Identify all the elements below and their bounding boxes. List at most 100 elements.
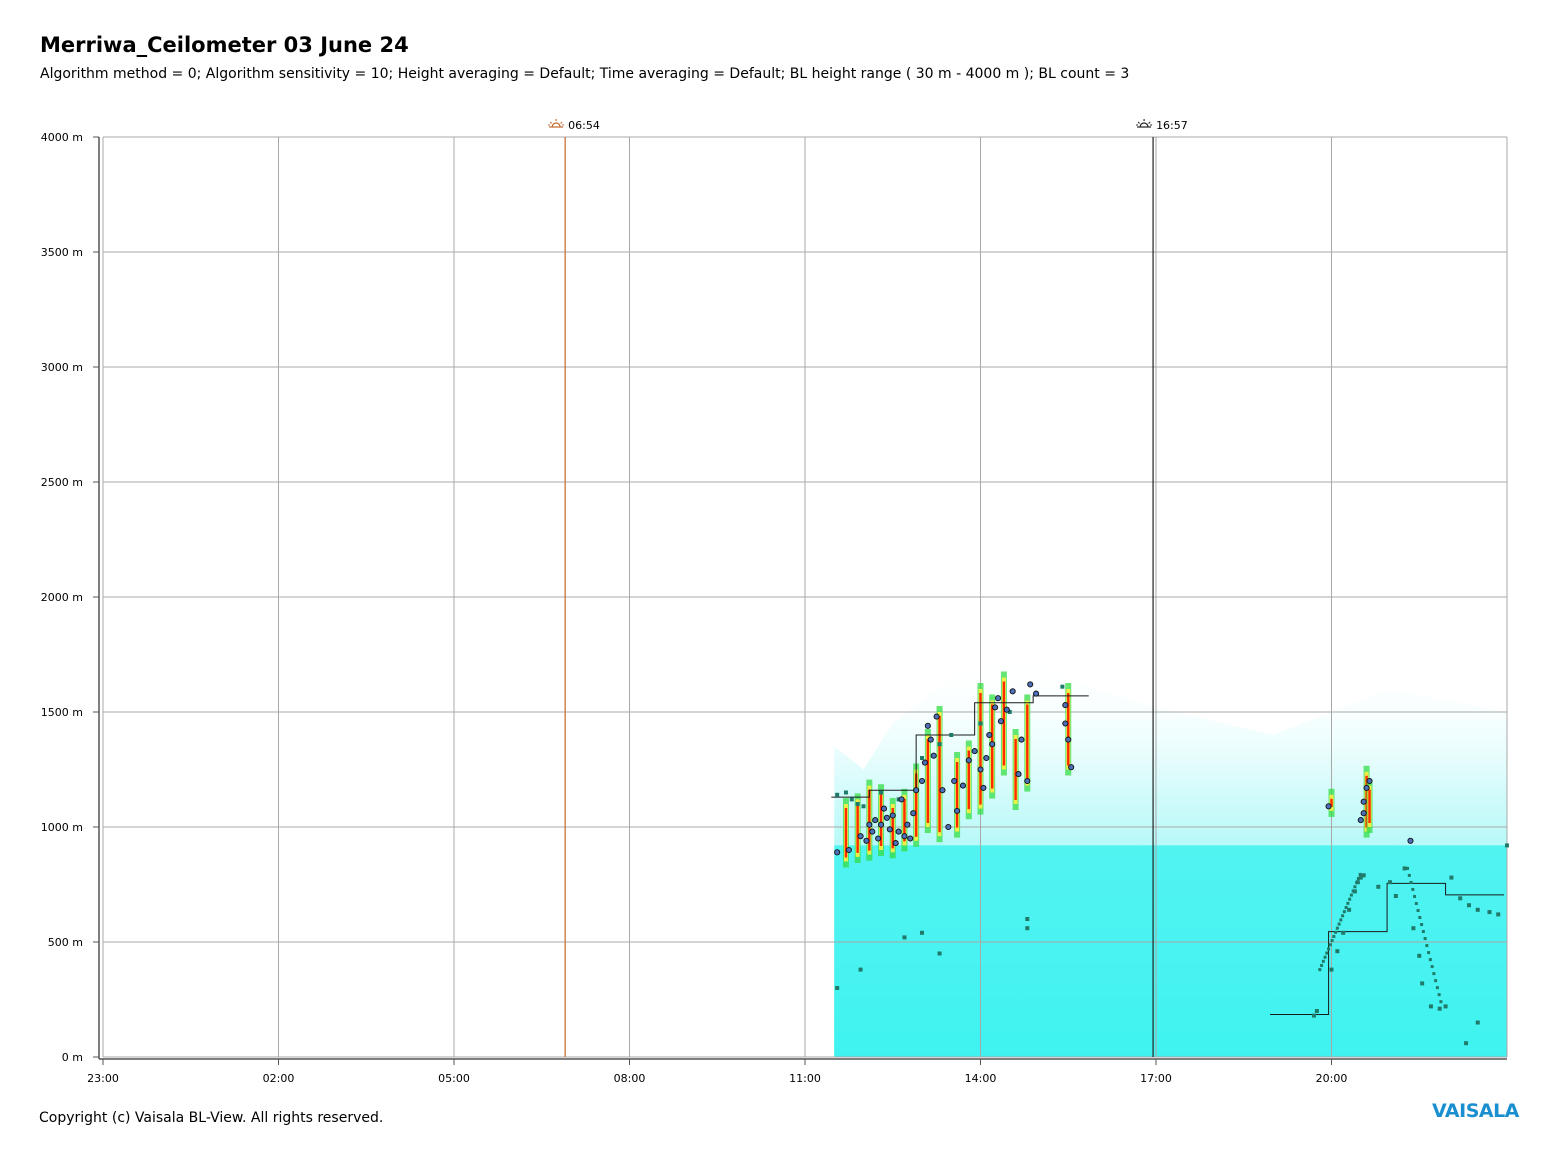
bl-point <box>1416 908 1420 912</box>
bl-point <box>1432 972 1436 976</box>
bl-point <box>1418 916 1422 920</box>
bl-point <box>1376 884 1381 889</box>
bl-point <box>835 986 840 990</box>
cloud-point <box>880 805 888 812</box>
bl-point <box>1025 917 1030 921</box>
backscatter-dense-region <box>834 845 1507 1057</box>
cloud-point <box>1363 784 1370 791</box>
bl-point <box>1321 959 1325 963</box>
bl-point <box>1437 993 1441 997</box>
sunset-label: 16:57 <box>1156 119 1188 132</box>
bl-step-line-day <box>831 695 1089 798</box>
cloud-point <box>1024 777 1031 785</box>
cloud-point <box>1033 690 1040 697</box>
bl-point <box>1320 963 1324 967</box>
bl-point <box>1458 896 1463 901</box>
cloud-point <box>1360 798 1367 805</box>
bl-point <box>1423 937 1427 941</box>
gradient-streak-high <box>1330 798 1333 807</box>
y-tick-label: 500 m <box>48 936 83 949</box>
bl-point <box>1352 889 1357 894</box>
bl-point <box>1411 887 1415 891</box>
bl-point <box>1414 901 1418 905</box>
x-tick-label: 11:00 <box>789 1072 821 1085</box>
data-layer <box>831 671 1509 1046</box>
bl-point <box>1337 922 1341 926</box>
sunset-icon <box>1136 119 1153 128</box>
cloud-point <box>1068 764 1075 771</box>
bl-step-line-evening <box>1270 882 1505 1015</box>
cloud-point <box>872 817 879 824</box>
cloud-point <box>933 713 940 720</box>
x-tick-label: 05:00 <box>438 1072 470 1085</box>
bl-point <box>949 733 954 737</box>
sun-layer: 06:54 16:57 <box>548 119 1188 1057</box>
x-tick-label: 20:00 <box>1316 1072 1348 1085</box>
cloud-point <box>983 754 990 762</box>
gradient-streak-high <box>844 808 848 858</box>
bl-point <box>879 790 884 795</box>
bl-point <box>1417 953 1422 958</box>
x-tick-label: 08:00 <box>614 1072 646 1085</box>
bl-point <box>937 951 942 956</box>
cloud-point <box>1065 736 1072 743</box>
cloud-point <box>1357 817 1364 824</box>
cloud-point <box>866 821 873 828</box>
copyright-text: Copyright (c) Vaisala BL-View. All right… <box>39 1110 384 1126</box>
cloud-point <box>869 828 876 835</box>
cloud-point <box>959 782 967 789</box>
gradient-streak-high <box>903 798 906 842</box>
cloud-point <box>1018 736 1025 743</box>
cloud-point <box>951 777 958 785</box>
cloud-point <box>997 718 1005 725</box>
cloud-point <box>965 757 972 764</box>
gradient-streak-high <box>967 750 970 810</box>
grid-layer <box>102 136 1508 1058</box>
bl-point <box>1428 958 1432 962</box>
sunrise-icon <box>548 119 565 128</box>
bl-point <box>1328 943 1332 947</box>
bl-point <box>1332 934 1336 938</box>
bl-point <box>1388 880 1392 885</box>
vaisala-logo: VAISALA <box>1432 1100 1519 1122</box>
cloud-point <box>898 796 905 803</box>
bl-point <box>1505 843 1509 848</box>
bl-point <box>1314 1009 1319 1013</box>
bl-point <box>1356 877 1360 881</box>
sunrise-label: 06:54 <box>568 119 600 132</box>
bl-point <box>1430 965 1434 969</box>
bl-point <box>1361 873 1366 878</box>
cloud-point <box>1360 810 1367 817</box>
bl-point <box>1358 872 1362 876</box>
gradient-streak-high <box>868 789 871 851</box>
bl-point <box>920 930 924 935</box>
cloud-point <box>927 736 934 743</box>
bl-point <box>1323 955 1327 959</box>
cloud-point <box>995 695 1002 702</box>
bl-point <box>1344 906 1348 909</box>
x-tick-label: 17:00 <box>1140 1072 1172 1085</box>
bl-point <box>1327 947 1331 951</box>
bl-point <box>1325 951 1329 955</box>
cloud-point <box>1366 777 1373 785</box>
chart-subtitle: Algorithm method = 0; Algorithm sensitiv… <box>40 66 1130 82</box>
y-tick-label: 3000 m <box>41 361 83 374</box>
y-tick-label: 1000 m <box>41 821 83 834</box>
cloud-point <box>910 810 917 817</box>
y-tick-label: 1500 m <box>41 706 83 719</box>
cloud-point <box>945 823 952 831</box>
bl-point <box>1329 967 1334 972</box>
bl-point <box>1487 910 1492 915</box>
gradient-streak-high <box>938 716 941 833</box>
axis-layer: 0 m 500 m 1000 m 1500 m 2000 m 2500 m 3000 m 35… <box>41 131 1507 1085</box>
cloud-point <box>1062 720 1069 727</box>
cloud-point <box>989 741 996 748</box>
bl-point <box>1449 875 1454 880</box>
bl-point <box>1435 986 1439 990</box>
y-tick-label: 2000 m <box>41 591 83 604</box>
chart-title: Merriwa_Ceilometer 03 June 24 <box>40 33 409 57</box>
cloud-point <box>892 840 899 847</box>
gradient-streak-high <box>1067 693 1070 766</box>
cloud-point <box>904 821 911 828</box>
